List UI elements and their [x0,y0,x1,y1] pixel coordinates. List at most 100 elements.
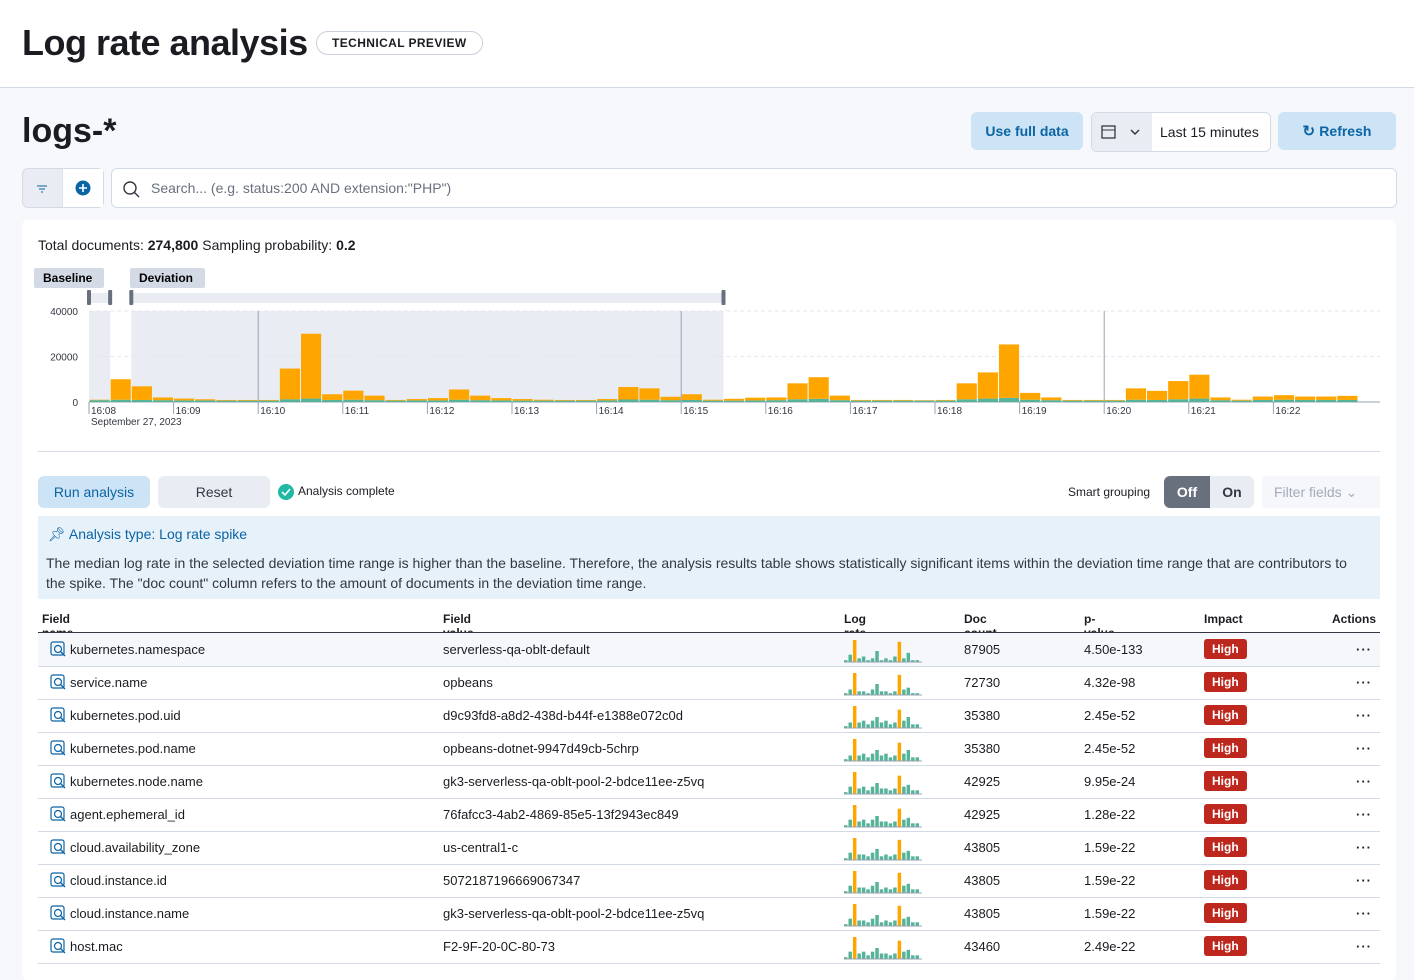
sparkline-bar [902,919,905,926]
sparkline-bar [893,691,896,695]
bar [1232,401,1252,402]
bar [914,401,934,402]
actions-button[interactable]: ··· [1356,864,1372,897]
search-bar[interactable]: Search... (e.g. status:200 AND extension… [111,168,1397,208]
date-picker-toggle[interactable] [1092,113,1152,151]
brush-handle [722,290,726,305]
sparkline-bar [884,754,887,761]
field-icon[interactable] [50,707,66,723]
calendar-icon [1092,113,1152,151]
field-icon[interactable] [50,740,66,756]
p-value: 1.59e-22 [1084,864,1135,897]
actions-button[interactable]: ··· [1356,831,1372,864]
bar [343,391,363,400]
brush-handle [108,290,112,305]
bar [1253,400,1273,402]
field-icon[interactable] [50,872,66,888]
x-tick-label: 16:13 [514,406,539,417]
field-name: kubernetes.namespace [70,633,205,666]
field-name: cloud.instance.name [70,897,189,930]
actions-button[interactable]: ··· [1356,633,1372,666]
sparkline-bar [898,776,901,794]
sparkline-bar [898,873,901,893]
run-analysis-button[interactable]: Run analysis [38,476,150,508]
on-toggle[interactable]: On [1210,476,1254,508]
sparkline-bar [902,886,905,893]
bar [661,397,681,400]
actions-button[interactable]: ··· [1356,732,1372,765]
bar [978,372,998,398]
actions-button[interactable]: ··· [1356,699,1372,732]
field-icon[interactable] [50,806,66,822]
bar [957,399,977,402]
use-full-data-button[interactable]: Use full data [971,112,1083,150]
sparkline-bar [848,820,851,827]
table-row: kubernetes.namespace serverless-qa-oblt-d… [38,633,1380,667]
sparkline-bar [857,855,860,861]
field-icon[interactable] [50,674,66,690]
bar [1274,400,1294,402]
off-toggle[interactable]: Off [1164,476,1210,508]
sparkline-bar [848,756,851,762]
log-rate-sparkline [844,798,924,831]
field-icon[interactable] [50,938,66,954]
sparkline-bar [902,721,905,728]
x-tick-label: 16:20 [1106,406,1131,417]
field-icon[interactable] [50,641,66,657]
field-value: serverless-qa-oblt-default [443,633,590,666]
actions-button[interactable]: ··· [1356,666,1372,699]
x-tick-label: 16:09 [176,406,201,417]
bar [830,400,850,402]
bar [195,399,215,400]
actions-button[interactable]: ··· [1356,765,1372,798]
date-picker[interactable]: Last 15 minutes [1091,112,1271,152]
field-icon[interactable] [50,839,66,855]
sparkline-bar [884,855,887,861]
date-label: September 27, 2023 [91,417,182,428]
actions-button[interactable]: ··· [1356,897,1372,930]
column-header[interactable]: Impact [1204,612,1243,626]
sparkline-bar [889,724,892,728]
baseline-label: Baseline [43,271,93,285]
sparkline-bar [911,955,914,959]
bar [872,400,892,401]
doc-count: 43805 [964,897,1000,930]
bar [513,399,533,401]
time-range[interactable]: Last 15 minutes [1160,113,1259,151]
sparkline-bar [889,823,892,827]
sparkline-bar [898,941,901,959]
actions-button[interactable]: ··· [1356,798,1372,831]
bar [597,399,617,400]
sparkline-bar [889,856,892,860]
field-icon[interactable] [50,773,66,789]
bar [809,399,829,402]
refresh-button[interactable]: ↻ Refresh [1278,112,1396,150]
sparkline-bar [862,820,865,827]
filter-fields-label: Filter fields [1274,484,1342,500]
impact-badge: High [1204,771,1247,791]
sparkline-bar [871,952,874,959]
filter-fields[interactable]: Filter fields ⌄ [1262,476,1380,508]
sparkline-bar [848,723,851,729]
reset-button[interactable]: Reset [158,476,270,508]
sparkline-bar [862,952,865,959]
actions-button[interactable]: ··· [1356,930,1372,963]
impact-badge: High [1204,672,1247,692]
total-value: 274,800 [148,237,199,253]
bar [1295,400,1315,402]
field-icon[interactable] [50,905,66,921]
sparkline-bar [871,658,874,662]
bar [364,396,384,401]
filter-icons[interactable] [23,169,103,207]
bar [787,383,807,399]
field-name: service.name [70,666,147,699]
bar [1189,399,1209,402]
sampling-label: Sampling probability: [202,237,332,253]
sparkline-bar [875,783,878,794]
bar [449,400,469,402]
sparkline-bar [880,789,883,795]
